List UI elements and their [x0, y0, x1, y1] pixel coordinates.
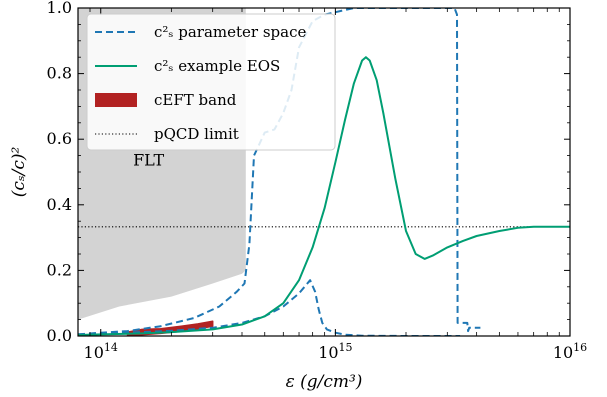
- x-tick-label: 1015: [318, 341, 352, 362]
- series-param_lower: [78, 279, 461, 336]
- y-tick-label: 0.0: [47, 326, 72, 345]
- series-example: [78, 56, 570, 336]
- y-tick-label: 0.2: [47, 260, 72, 279]
- x-tick-label: 1016: [553, 341, 587, 362]
- annotation-0: FLT: [133, 150, 164, 169]
- legend-label-ceft: cEFT band: [154, 91, 237, 109]
- legend-swatch-ceft: [95, 93, 137, 107]
- legend: c²ₛ parameter space c²ₛ example EOS cEFT b…: [86, 13, 336, 151]
- x-axis-label: ε (g/cm³): [286, 372, 363, 392]
- legend-box: [86, 13, 336, 151]
- y-tick-label: 0.4: [47, 195, 72, 214]
- y-axis-label: (cₛ/c)²: [9, 147, 29, 198]
- legend-label-param: c²ₛ parameter space: [154, 23, 306, 41]
- legend-label-pqcd: pQCD limit: [154, 125, 239, 143]
- axis-ticks: 0.0 0.2 0.4 0.6 0.8 1.0 1014 1015 1016: [47, 0, 588, 362]
- y-tick-label: 0.8: [47, 64, 72, 83]
- legend-label-example: c²ₛ example EOS: [154, 57, 280, 75]
- y-tick-label: 1.0: [47, 0, 72, 17]
- x-tick-label: 1014: [84, 341, 118, 362]
- y-tick-label: 0.6: [47, 129, 72, 148]
- axis-labels: ε (g/cm³) (cₛ/c)²: [9, 147, 362, 392]
